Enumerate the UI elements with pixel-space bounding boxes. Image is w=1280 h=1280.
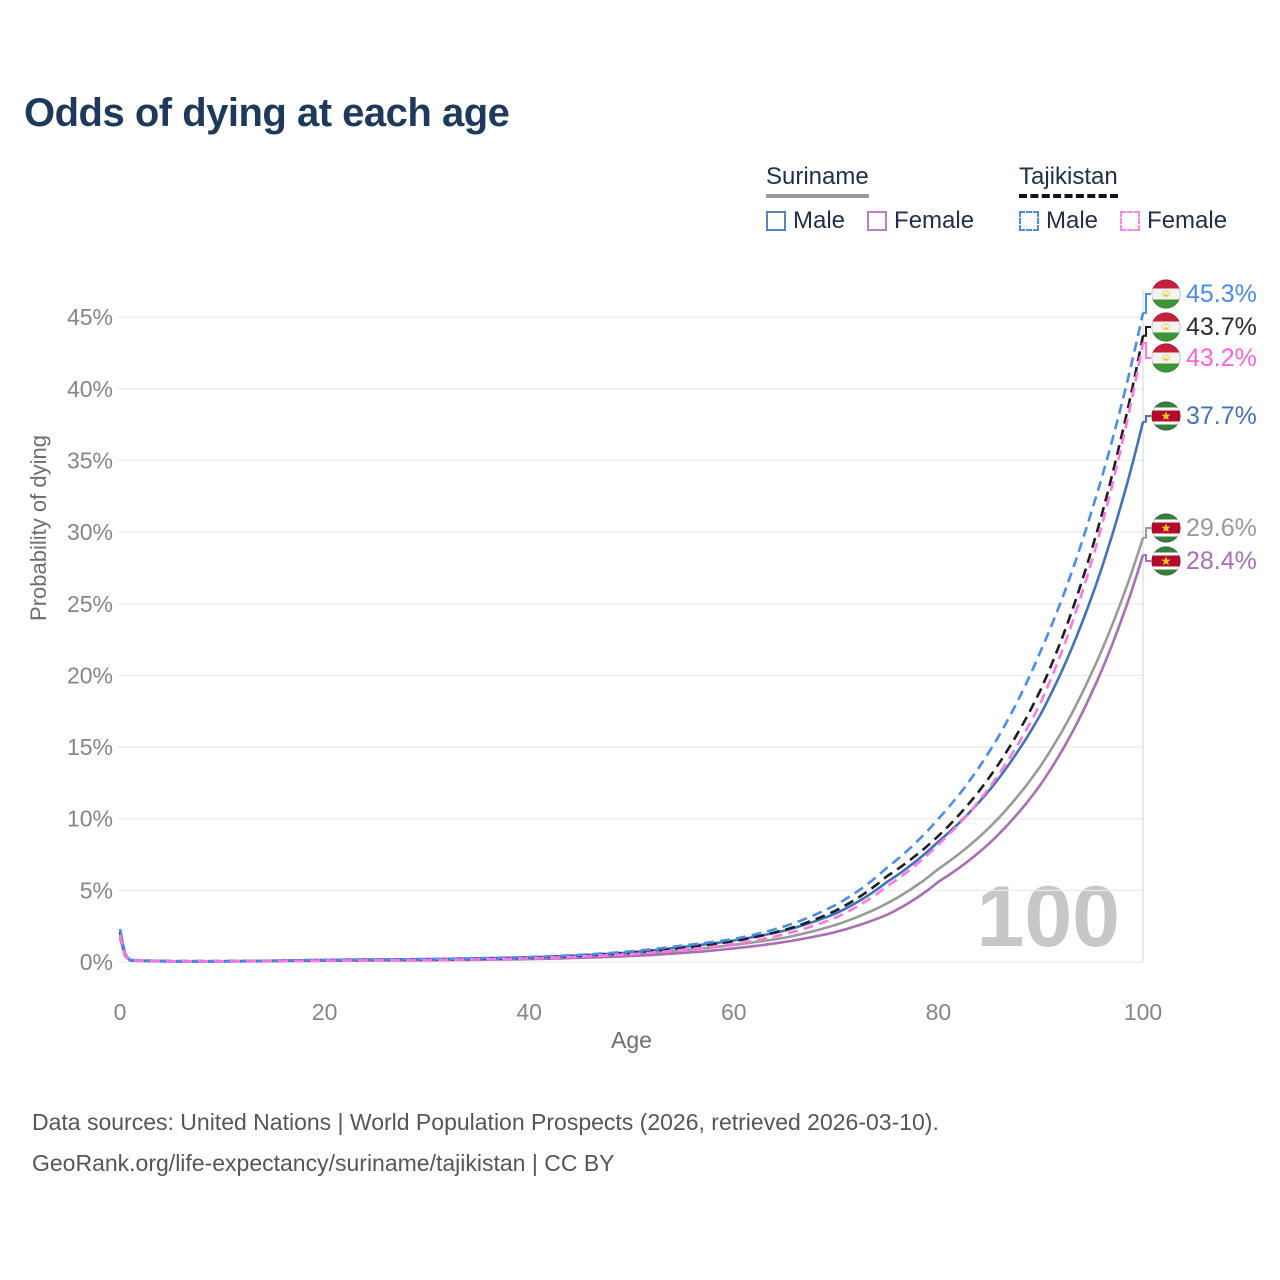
legend-label: Male [1046,207,1099,234]
line-chart[interactable]: 100 0% 5% 10% 15% 20% 25% 30% 35% 40% 45% 0 20 40 60 80… [0,0,1280,1080]
data-source-footer: Data sources: United Nations | World Pop… [32,1102,939,1184]
legend-label: Male [793,207,846,234]
tajikistan-female-swatch-icon [1120,211,1141,231]
label-connector-sr-male [1143,415,1151,423]
y-tick-label: 25% [67,591,113,617]
y-axis-title: Probability of dying [26,435,51,621]
y-tick-label: 30% [67,519,113,545]
attribution-line: GeoRank.org/life-expectancy/suriname/taj… [32,1150,615,1176]
legend-label: Female [1147,207,1228,234]
legend-group-tajikistan: Tajikistan Male Female [1019,163,1227,235]
legend-row: Male Female [766,207,974,235]
label-connector-sr-both [1143,527,1151,539]
series-line-tj-male[interactable] [118,312,1145,963]
label-connector-tj-both [1143,326,1151,337]
y-tick-label: 0% [80,949,113,975]
y-tick-label: 20% [67,662,113,688]
x-tick-label: 60 [721,999,747,1025]
legend-item-tajikistan-male[interactable]: Male [1019,207,1098,235]
chart-title: Odds of dying at each age [24,91,510,135]
x-tick-label: 80 [926,999,952,1025]
y-tick-label: 40% [67,376,113,402]
y-tick-label: 10% [67,806,113,832]
x-tick-label: 100 [1124,999,1162,1025]
label-connector-sr-female [1143,554,1151,562]
legend-country-suriname[interactable]: Suriname [766,163,869,198]
y-tick-label: 5% [80,877,113,903]
label-connector-tj-male [1143,293,1151,314]
y-tick-label: 15% [67,734,113,760]
suriname-male-swatch-icon [766,211,786,231]
x-axis-title: Age [611,1027,652,1053]
y-tick-label: 45% [67,304,113,330]
y-tick-label: 35% [67,447,113,473]
legend-item-suriname-female[interactable]: Female [867,207,974,235]
data-source-line: Data sources: United Nations | World Pop… [32,1109,939,1135]
legend-row: Male Female [1019,207,1227,235]
legend-group-suriname: Suriname Male Female [766,163,974,235]
legend-item-tajikistan-female[interactable]: Female [1120,207,1227,235]
legend-label: Female [894,207,975,234]
x-tick-label: 0 [114,999,127,1025]
legend-item-suriname-male[interactable]: Male [766,207,845,235]
tajikistan-male-swatch-icon [1019,211,1039,231]
legend-country-tajikistan[interactable]: Tajikistan [1019,163,1118,198]
series-line-tj-both[interactable] [118,335,1145,963]
hover-age-watermark: 100 [977,869,1121,965]
x-tick-label: 40 [516,999,542,1025]
series-line-tj-female[interactable] [118,342,1145,963]
label-connector-tj-female [1143,341,1151,359]
suriname-female-swatch-icon [867,211,888,231]
x-tick-label: 20 [312,999,338,1025]
